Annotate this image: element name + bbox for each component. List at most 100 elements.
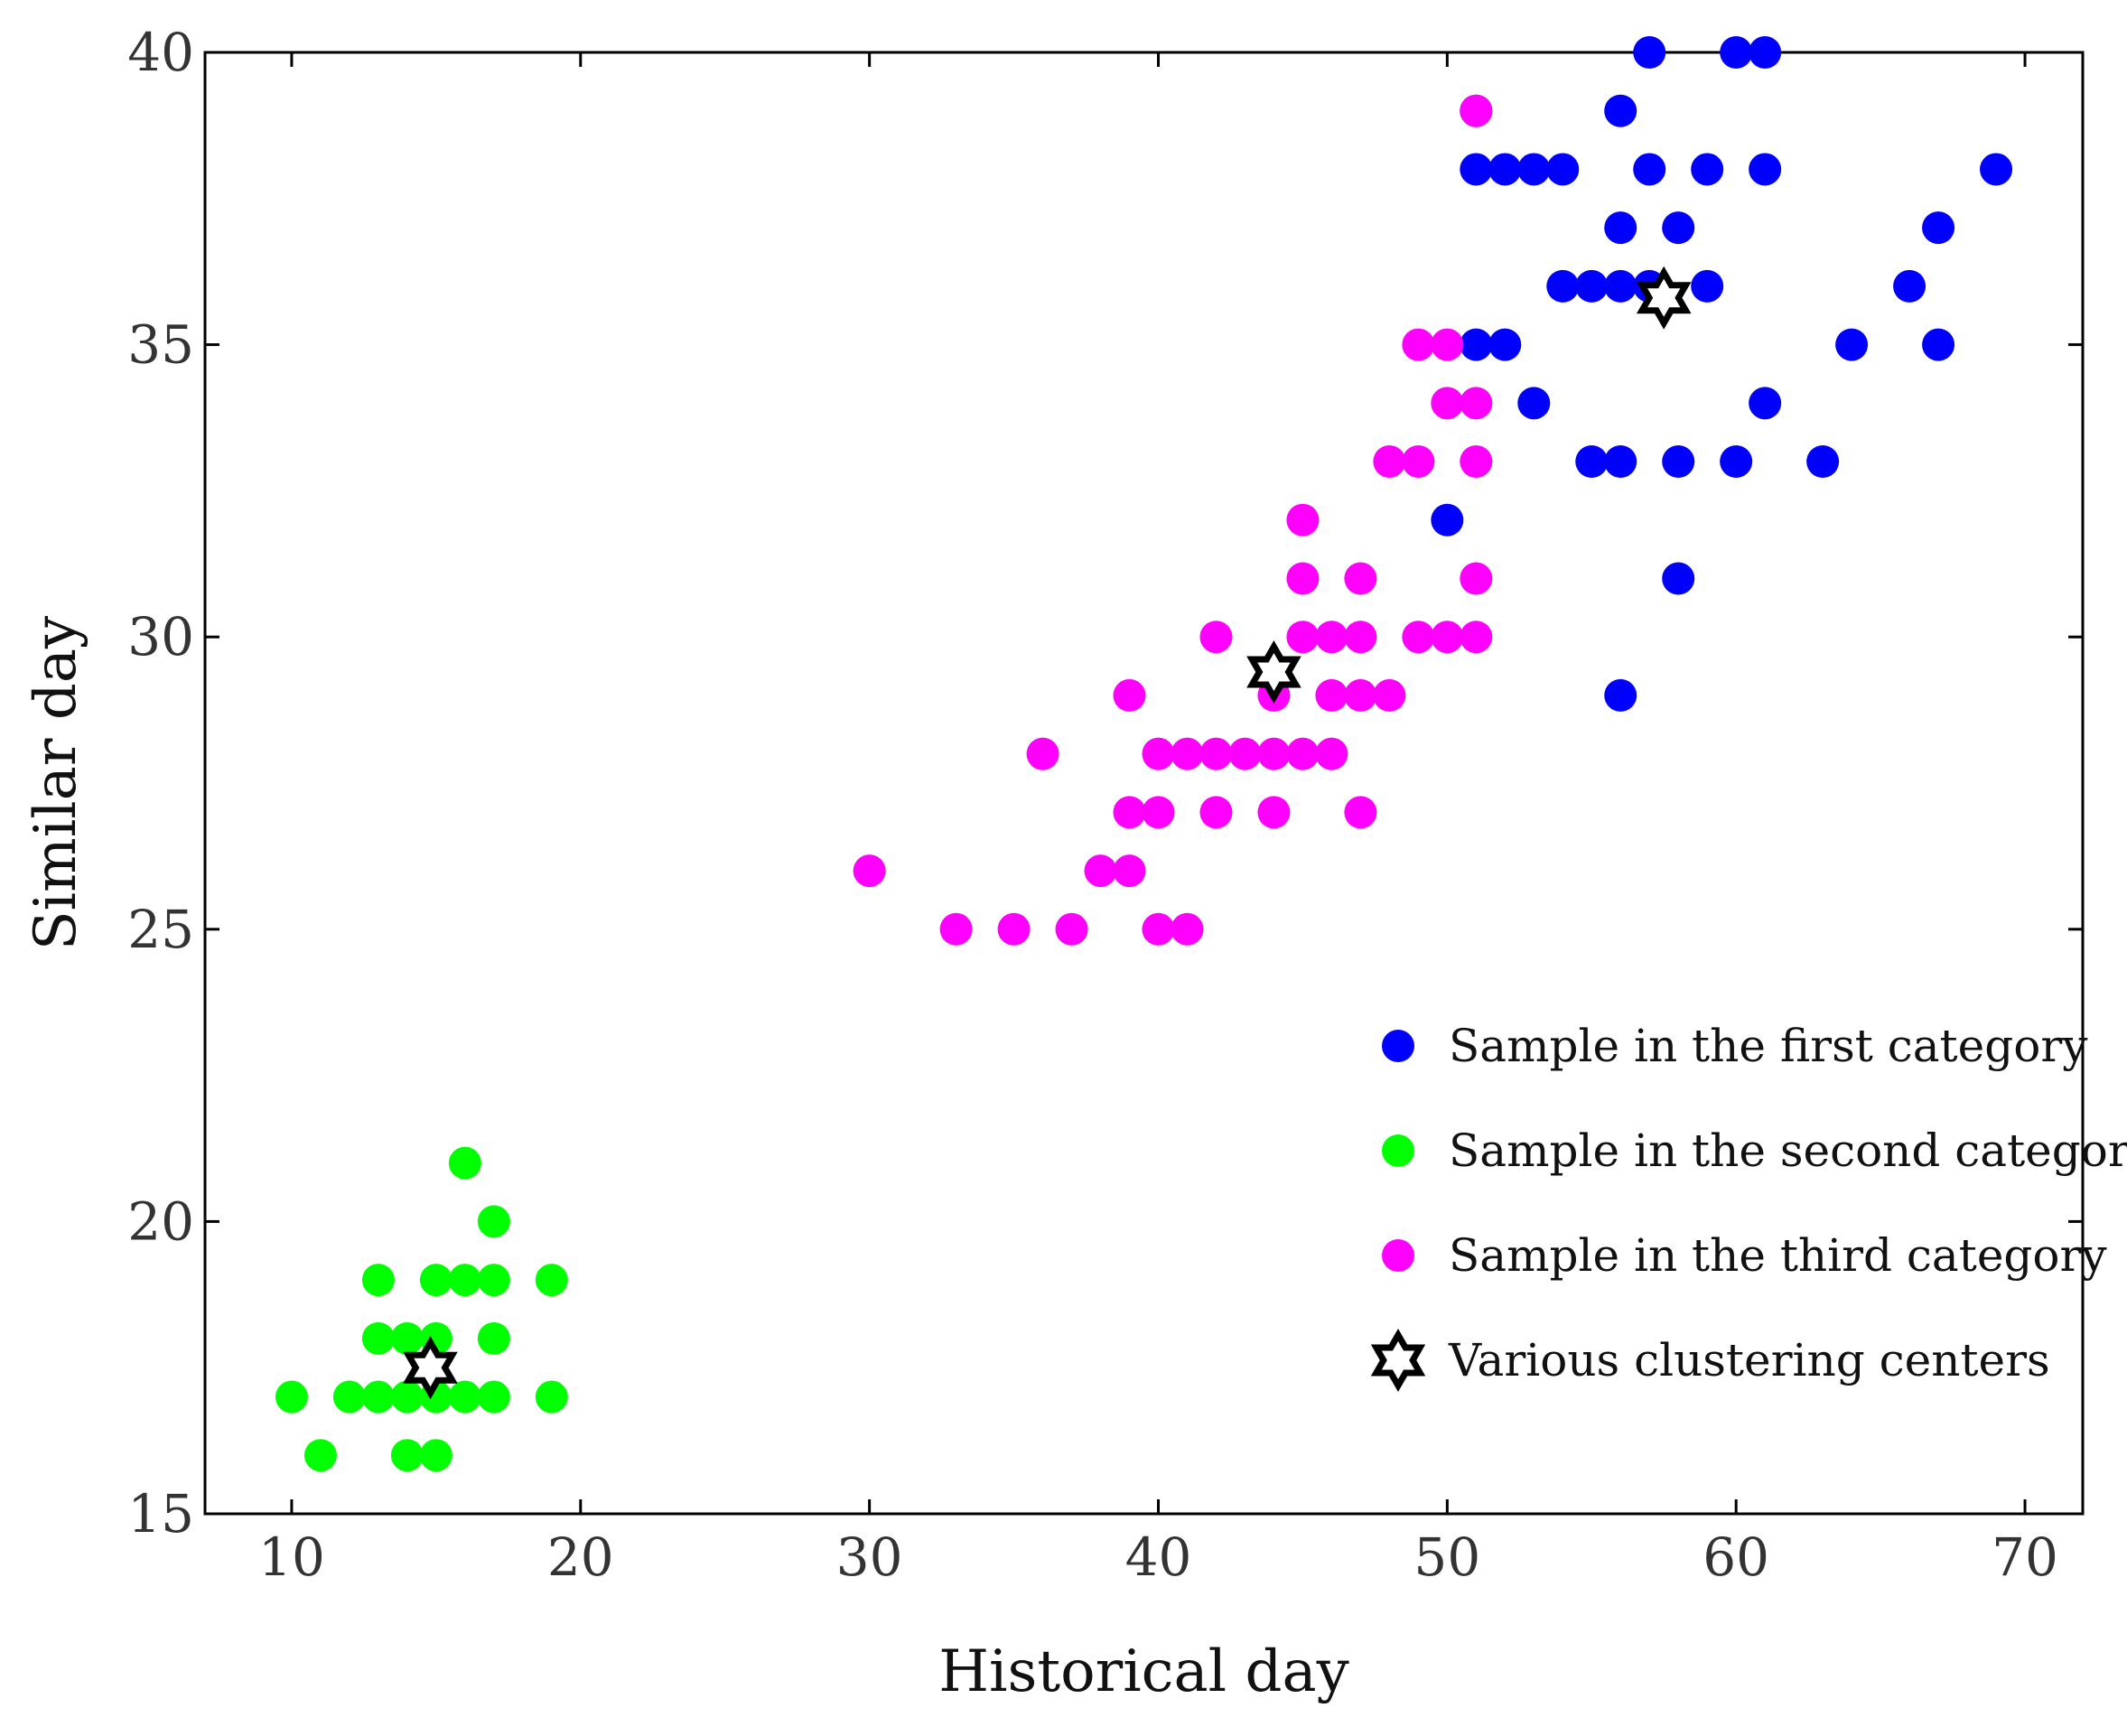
data-point-series-1: [1546, 269, 1580, 303]
data-point-series-1: [1662, 562, 1695, 595]
data-point-series-3: [1142, 737, 1175, 770]
data-point-series-3: [1373, 678, 1406, 712]
legend: Sample in the first category Sample in th…: [1370, 1020, 2127, 1392]
axis-ticks: 10 20 30 40 50 60 70 15 20 25 30 35 40: [127, 22, 2083, 1588]
data-point-series-1: [1575, 445, 1609, 479]
data-point-series-3: [1460, 621, 1493, 654]
data-point-series-2: [361, 1264, 395, 1297]
data-point-series-1: [1460, 153, 1493, 186]
data-point-series-3: [1431, 621, 1464, 654]
data-point-series-3: [1199, 621, 1233, 654]
data-point-series-3: [1113, 678, 1146, 712]
data-point-series-3: [1026, 737, 1059, 770]
data-point-series-1: [1488, 153, 1522, 186]
data-point-series-2: [477, 1264, 510, 1297]
legend-label-2: Sample in the second category: [1449, 1125, 2127, 1177]
legend-label-4: Various clustering centers: [1448, 1334, 2050, 1386]
data-point-series-1: [1720, 36, 1753, 69]
cluster-center-marker: [1246, 639, 1301, 705]
data-point-series-1: [1488, 328, 1522, 361]
data-point-series-3: [1113, 854, 1146, 888]
data-point-series-3: [1199, 737, 1233, 770]
data-point-series-1: [1517, 153, 1551, 186]
x-axis-title: Historical day: [938, 1638, 1349, 1705]
data-point-series-3: [1113, 796, 1146, 829]
data-point-series-1: [1604, 211, 1637, 245]
data-point-series-3: [1460, 94, 1493, 127]
y-tick-label: 40: [127, 22, 194, 83]
data-point-series-3: [1344, 678, 1377, 712]
cluster-center-marker: [1636, 266, 1692, 330]
data-point-series-1: [1922, 328, 1955, 361]
x-tick-label: 70: [1992, 1526, 2058, 1588]
data-point-series-2: [535, 1264, 568, 1297]
data-point-series-3: [1286, 621, 1320, 654]
data-points: [275, 36, 2013, 1472]
data-point-series-1: [1720, 445, 1753, 479]
data-point-series-3: [1084, 854, 1117, 888]
x-tick-label: 50: [1413, 1526, 1480, 1588]
data-point-series-3: [1431, 387, 1464, 420]
data-point-series-1: [1980, 153, 2013, 186]
cluster-center-marker: [403, 1336, 458, 1400]
data-point-series-3: [1402, 445, 1435, 479]
data-point-series-2: [303, 1439, 337, 1472]
data-point-series-2: [361, 1380, 395, 1414]
data-point-series-2: [419, 1264, 452, 1297]
data-point-series-1: [1806, 445, 1840, 479]
legend-marker-3: [1382, 1239, 1414, 1272]
x-tick-label: 20: [547, 1526, 614, 1588]
data-point-series-2: [361, 1321, 395, 1355]
data-point-series-2: [477, 1205, 510, 1238]
data-point-series-3: [1344, 621, 1377, 654]
data-point-series-1: [1749, 153, 1782, 186]
legend-label-3: Sample in the third category: [1449, 1229, 2107, 1282]
data-point-series-1: [1835, 328, 1869, 361]
legend-marker-centers: [1370, 1329, 1426, 1392]
y-tick-label: 25: [127, 899, 194, 960]
data-point-series-3: [1373, 445, 1406, 479]
data-point-series-3: [1199, 796, 1233, 829]
data-point-series-1: [1604, 445, 1637, 479]
data-point-series-3: [1286, 737, 1320, 770]
data-point-series-1: [1604, 269, 1637, 303]
data-point-series-1: [1691, 153, 1724, 186]
y-tick-label: 20: [127, 1190, 194, 1252]
data-point-series-3: [1228, 737, 1262, 770]
data-point-series-2: [390, 1439, 424, 1472]
data-point-series-1: [1460, 328, 1493, 361]
data-point-series-3: [1431, 328, 1464, 361]
data-point-series-3: [1286, 503, 1320, 537]
data-point-series-1: [1691, 269, 1724, 303]
data-point-series-2: [448, 1146, 481, 1180]
y-axis-title: Similar day: [23, 616, 89, 950]
data-point-series-1: [1633, 153, 1666, 186]
data-point-series-1: [1749, 36, 1782, 69]
data-point-series-3: [1344, 796, 1377, 829]
data-point-series-2: [390, 1321, 424, 1355]
data-point-series-3: [1055, 912, 1088, 946]
data-point-series-3: [1257, 737, 1291, 770]
data-point-series-2: [275, 1380, 308, 1414]
data-point-series-2: [390, 1380, 424, 1414]
data-point-series-1: [1922, 211, 1955, 245]
data-point-series-1: [1893, 269, 1926, 303]
legend-marker-2: [1382, 1134, 1414, 1167]
data-point-series-1: [1575, 269, 1609, 303]
data-point-series-3: [1460, 445, 1493, 479]
y-tick-label: 30: [127, 606, 194, 667]
data-point-series-1: [1431, 503, 1464, 537]
data-point-series-3: [1142, 912, 1175, 946]
data-point-series-3: [1402, 621, 1435, 654]
data-point-series-2: [477, 1321, 510, 1355]
x-tick-label: 40: [1125, 1526, 1192, 1588]
data-point-series-3: [1460, 562, 1493, 595]
data-point-series-2: [448, 1380, 481, 1414]
plot-frame: [203, 51, 2085, 1516]
data-point-series-1: [1517, 387, 1551, 420]
data-point-series-2: [332, 1380, 366, 1414]
data-point-series-1: [1633, 36, 1666, 69]
data-point-series-3: [1402, 328, 1435, 361]
data-point-series-3: [1171, 912, 1204, 946]
